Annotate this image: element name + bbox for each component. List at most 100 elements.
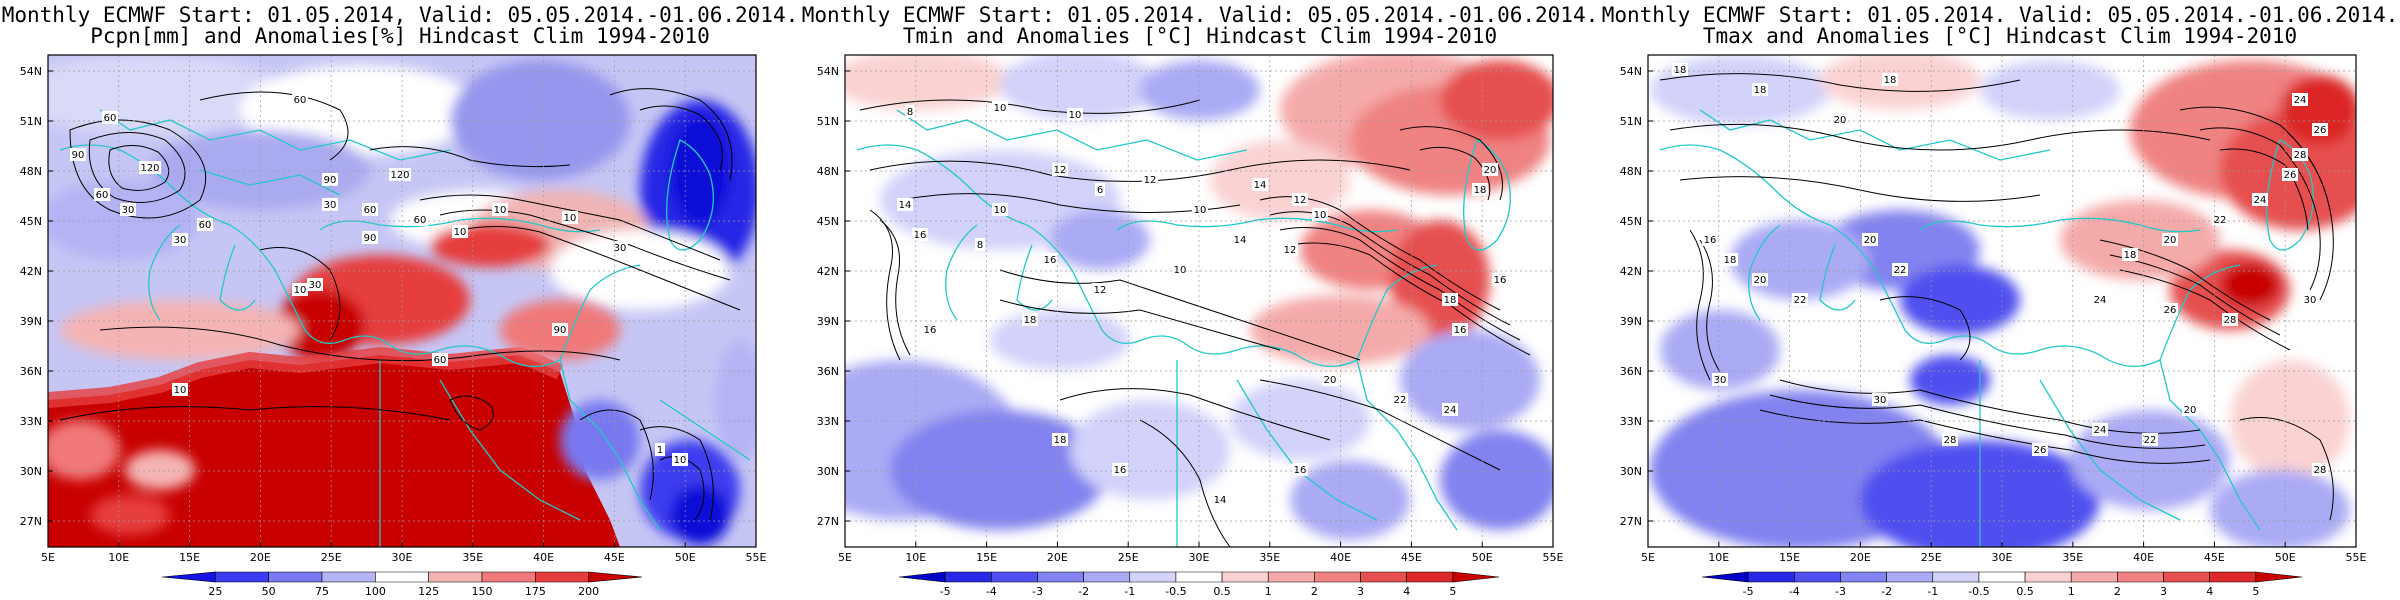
colorbar-label: -2 [1881,585,1892,598]
colorbar-swatch [1794,571,1841,583]
lon-tick-label: 5E [1641,551,1655,564]
tmax-anomaly-field [1648,55,2356,547]
lat-tick-label: 51N [1620,115,1642,128]
contour-label-bg [452,225,468,238]
contour-label-bg [1752,273,1768,286]
contour-label-bg [2162,303,2178,316]
contour-label-bg [1712,373,1728,386]
contour-label: 90 [364,233,377,244]
lon-tick-label: 40E [2133,551,2154,564]
lon-tick-label: 10E [1708,551,1729,564]
contour-label: 24 [2294,95,2307,106]
lat-tick-label: 51N [20,115,42,128]
colorbar-label: 3 [2160,585,2167,598]
colorbar-swatch [2163,571,2210,583]
contour-label-bg [2312,123,2328,136]
contour-label-bg [172,233,188,246]
contour-label: 6 [1097,185,1103,196]
contour-label: 10 [994,205,1007,216]
contour-label-bg [992,101,1008,114]
contour-label-bg [1392,393,1408,406]
contour-label: 22 [2214,215,2227,226]
map-frame: 54N 51N 48N 45N 42N 39N 36N 33N 30N 27N 5E 10E 15E 20… [1620,54,2367,564]
colorbar-label: 5 [2252,585,2259,598]
precip-anomaly-field [48,55,756,547]
contour-label: 14 [1234,235,1247,246]
contour-label: 18 [1674,65,1687,76]
tmin-contour-labels: 8 10 10 14 16 12 10 8 6 12 10 14 12 10 16 18 16 12 10 14 12 1… [897,101,1508,506]
colorbar-swatch [1406,571,1454,583]
contour-label: 12 [1284,245,1297,256]
colorbar-label: -2 [1078,585,1089,598]
contour-label: 10 [1174,265,1187,276]
colorbar-swatch [481,571,536,583]
contour-label-bg [2162,233,2178,246]
contour-label: 28 [2294,150,2307,161]
lon-tick-label: 15E [179,551,200,564]
lat-tick-label: 39N [817,315,839,328]
colorbar-label: -0.5 [1165,585,1186,598]
contour-label-bg [1882,73,1898,86]
contour-label: 30 [1874,395,1887,406]
lon-tick-label: 25E [1118,551,1139,564]
contour-label-bg [1282,243,1298,256]
lon-tick-label: 40E [1330,551,1351,564]
lat-tick-label: 45N [817,215,839,228]
colorbar-label: -3 [1032,585,1043,598]
lat-tick-label: 51N [817,115,839,128]
contour-label-bg [1752,83,1768,96]
contour-label: 10 [1194,205,1207,216]
contour-label: 60 [414,215,427,226]
contour-label-bg [492,203,508,216]
contour-label-bg [2182,403,2198,416]
contour-label-bg [307,278,323,291]
contour-label-bg [1452,323,1468,336]
contour-label: 20 [1834,115,1847,126]
contour-label: 22 [1894,265,1907,276]
lat-tick-label: 48N [20,165,42,178]
colorbar-label: -4 [986,585,997,598]
contour-label-bg [992,203,1008,216]
contour-label-bg [432,353,448,366]
lat-tick-label: 30N [1620,465,1642,478]
colorbar-precipitation: 25 50 75 100 125 150 175 200 [161,571,643,598]
lat-tick-label: 36N [1620,365,1642,378]
map-frame: 54N 51N 48N 45N 42N 39N 36N 33N 30N 27N 5E 10E 15E 20… [20,54,767,564]
contour-label-bg [322,198,338,211]
lat-tick-label: 42N [817,265,839,278]
colorbar-label: -0.5 [1968,585,1989,598]
contour-label-bg [1702,233,1718,246]
contour-label-bg [1112,463,1128,476]
lat-tick-label: 33N [817,415,839,428]
colorbar-swatch [1701,571,1749,583]
lon-tick-label: 35E [462,551,483,564]
colorbar-swatch [898,571,946,583]
lon-tick-label: 35E [2062,551,2083,564]
lat-tick-label: 39N [20,315,42,328]
colorbar-swatch [215,571,269,583]
contour-label-bg [1442,293,1458,306]
contour-label-bg [2302,293,2318,306]
contour-label-bg [2292,93,2308,106]
contour-label: 30 [122,205,135,216]
contour-label-bg [2252,193,2268,206]
contour-label-bg [1212,493,1228,506]
contour-label-bg [1322,373,1338,386]
lon-tick-label: 40E [533,551,554,564]
contour-label: 120 [390,170,409,181]
contour-label-bg [905,105,915,118]
contour-label-bg [1872,393,1888,406]
contour-label: 16 [914,230,927,241]
contour-label: 24 [2094,425,2107,436]
contour-label: 60 [96,190,109,201]
lon-tick-label: 30E [1189,551,1210,564]
contour-label: 8 [907,107,913,118]
contour-label: 90 [324,175,337,186]
colorbar-swatch [1932,571,1980,583]
colorbar-label: -3 [1835,585,1846,598]
lon-tick-label: 25E [1921,551,1942,564]
colorbar-swatch [1840,571,1887,583]
contour-label: 14 [1214,495,1227,506]
contour-label: 60 [294,95,307,106]
contour-label-bg [70,148,86,161]
